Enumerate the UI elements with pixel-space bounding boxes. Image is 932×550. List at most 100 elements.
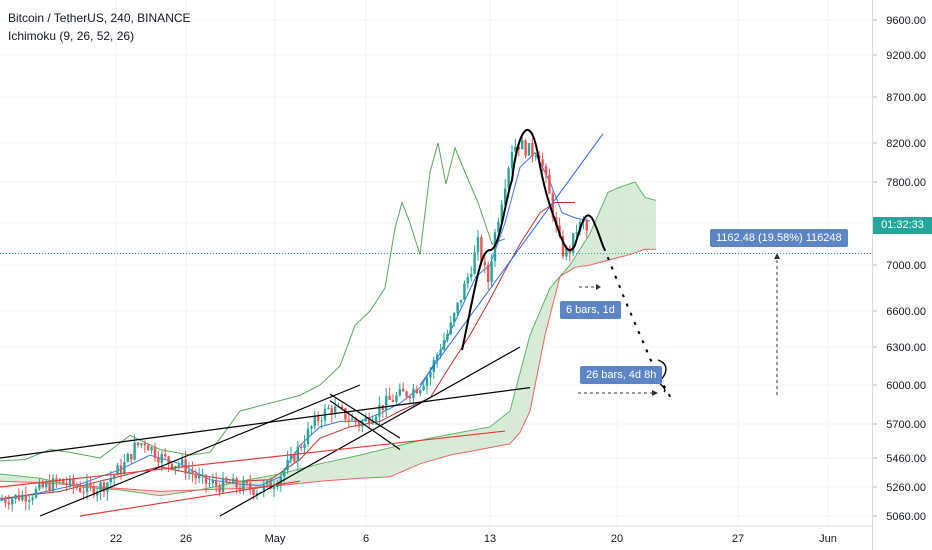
candle-down [191, 470, 194, 475]
price-tick-label: 8700.00 [886, 92, 926, 104]
current-price-tag: 01:32:33 [873, 217, 932, 234]
candle-up [334, 406, 337, 415]
candle-down [102, 482, 106, 492]
price-tick-label: 6300.00 [886, 342, 926, 354]
candle-up [181, 459, 184, 465]
price-axis[interactable]: 9600.009200.008700.008200.007800.007400.… [872, 15, 926, 523]
candle-up [466, 277, 469, 284]
candle-up [476, 237, 480, 253]
candle-up [126, 454, 129, 462]
candle-down [143, 443, 146, 446]
candle-down [119, 465, 123, 474]
candle-up [412, 388, 415, 399]
time-tick-label: 27 [732, 533, 744, 545]
candle-down [551, 193, 554, 218]
candle-up [398, 388, 401, 396]
candle-up [286, 459, 289, 471]
candle-up [500, 204, 503, 222]
candle-up [470, 273, 473, 278]
candle-up [201, 474, 204, 477]
candle-down [225, 477, 228, 483]
candle-up [262, 484, 265, 493]
candle-up [490, 261, 493, 283]
price-tick-label: 5700.00 [886, 419, 926, 431]
time-tick-label: 20 [611, 533, 623, 545]
candle-down [252, 489, 255, 496]
candle-down [357, 422, 361, 427]
cloud-segment [200, 182, 656, 490]
candle-down [48, 482, 51, 492]
candle-down [541, 159, 544, 167]
candle-up [208, 483, 211, 485]
candle-up [242, 481, 245, 491]
price-tick-label: 8200.00 [886, 138, 926, 150]
bars-short-label[interactable]: 6 bars, 1d [560, 301, 621, 319]
candle-up [51, 478, 55, 492]
candle-up [514, 146, 517, 152]
candle-up [150, 447, 153, 451]
legend-symbol[interactable]: Bitcoin / TetherUS, 240, BINANCE [8, 11, 191, 25]
candle-down [164, 454, 167, 457]
candle-down [79, 488, 82, 492]
candle-down [41, 482, 44, 488]
candle-up [68, 478, 72, 486]
bars-long-label[interactable]: 26 bars, 4d 8h [580, 366, 663, 384]
candle-up [276, 485, 279, 487]
candle-up [34, 488, 38, 498]
candle-down [170, 463, 174, 469]
candle-up [211, 480, 214, 484]
candle-down [544, 166, 548, 175]
candle-up [371, 420, 374, 425]
candle-up [38, 482, 41, 489]
trend-line-black [329, 393, 401, 439]
candle-down [147, 445, 150, 451]
candle-up [527, 143, 531, 156]
time-tick-label: 26 [180, 533, 192, 545]
measure-label[interactable]: 1162.48 (19.58%) 116248 [710, 229, 848, 247]
candle-down [354, 418, 357, 423]
candle-up [232, 478, 235, 484]
candle-down [483, 262, 486, 265]
price-axis-border [872, 0, 873, 550]
bars-short-arrowhead [596, 284, 601, 290]
price-tick-label: 5260.00 [886, 482, 926, 494]
candle-up [177, 464, 180, 467]
time-tick-label: 22 [110, 533, 122, 545]
hand-drawn-curve [461, 129, 605, 351]
candle-up [378, 405, 381, 417]
candle-up [99, 482, 102, 492]
candle-down [235, 478, 238, 488]
candle-down [92, 486, 95, 496]
candle-down [62, 479, 65, 484]
candle-down [204, 474, 208, 484]
candle-down [330, 408, 333, 415]
price-tick-label: 9200.00 [886, 50, 926, 62]
candle-down [524, 140, 527, 156]
candle-up [21, 494, 24, 501]
candle-up [106, 482, 109, 492]
candle-up [31, 497, 34, 500]
candle-down [245, 481, 248, 484]
candle-down [24, 494, 27, 502]
candle-down [517, 146, 520, 150]
candle-up [456, 302, 459, 313]
candle-down [531, 143, 534, 157]
candle-up [422, 386, 425, 391]
candle-up [306, 428, 310, 445]
candle-up [463, 283, 466, 300]
candle-up [85, 482, 89, 493]
candle-up [436, 354, 439, 361]
candle-up [351, 418, 354, 421]
candle-up [140, 443, 143, 446]
trend-line-black [0, 387, 531, 459]
candle-up [497, 221, 500, 233]
candle-down [130, 454, 133, 460]
candle-up [504, 188, 507, 205]
chikou-line [0, 142, 506, 462]
measure-arrowhead [774, 253, 780, 259]
candle-down [194, 474, 197, 479]
legend-indicator[interactable]: Ichimoku (9, 26, 52, 26) [8, 29, 135, 43]
time-axis[interactable]: 22 26 May 6 13 20 27 Jun [0, 525, 872, 545]
candle-up [425, 377, 429, 387]
